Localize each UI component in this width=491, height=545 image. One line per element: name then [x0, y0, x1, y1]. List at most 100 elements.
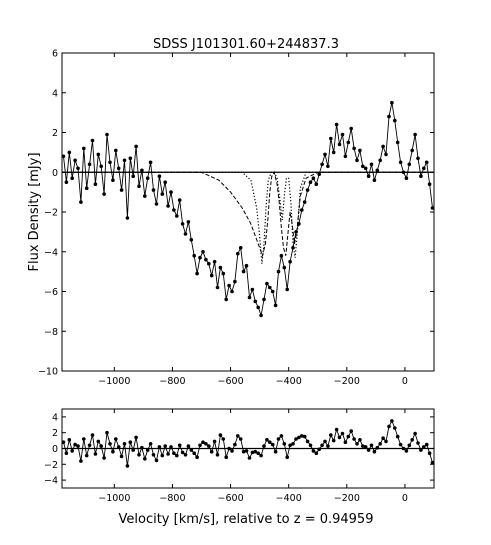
data-point — [375, 168, 380, 173]
data-point — [204, 257, 208, 262]
top-panel: −1000 −800 −600 −400 −200 0 −10 −8 −6 −4 −2 0 2 4 6 — [38, 49, 435, 387]
data-point — [273, 303, 278, 308]
data-point — [361, 444, 365, 448]
data-point — [209, 273, 214, 278]
series-line-dotted — [62, 171, 434, 264]
data-point — [294, 437, 298, 441]
data-point — [250, 287, 255, 292]
data-point — [265, 281, 269, 286]
data-point — [427, 182, 432, 186]
y-tick-label: 0 — [52, 444, 58, 455]
data-point — [114, 437, 118, 441]
data-point — [410, 438, 415, 442]
data-point — [119, 188, 124, 192]
data-point — [224, 297, 228, 302]
y-tick-label: −10 — [38, 367, 58, 378]
data-point — [73, 442, 77, 447]
data-point — [340, 132, 345, 137]
data-point — [221, 437, 226, 441]
data-point — [125, 464, 130, 468]
series-line-dashed — [62, 171, 434, 258]
data-point — [302, 200, 307, 204]
data-point — [326, 164, 330, 169]
data-point — [259, 453, 263, 458]
data-point — [76, 444, 80, 448]
data-point — [390, 419, 394, 423]
data-point — [70, 176, 74, 180]
data-point — [291, 442, 295, 446]
data-point — [361, 164, 365, 169]
data-point — [70, 449, 74, 453]
data-point — [358, 438, 362, 442]
data-point — [384, 152, 388, 157]
data-point — [90, 138, 95, 143]
data-point — [308, 443, 313, 448]
data-point — [422, 166, 426, 171]
data-point — [82, 146, 86, 151]
data-point — [419, 448, 423, 452]
data-point — [87, 443, 92, 448]
data-point — [244, 449, 249, 453]
data-point — [326, 444, 330, 448]
data-point — [154, 202, 159, 206]
data-point — [413, 132, 417, 137]
y-tick-label: −4 — [44, 247, 58, 258]
data-point — [352, 146, 356, 151]
data-point — [285, 455, 290, 460]
data-point — [119, 454, 124, 459]
data-point — [279, 253, 284, 258]
data-point — [395, 140, 400, 145]
data-point — [163, 444, 167, 448]
data-point — [323, 439, 327, 444]
data-point — [395, 434, 400, 439]
data-point — [227, 283, 231, 288]
data-point — [163, 180, 167, 184]
y-axis-label: Flux Density [mJy] — [27, 152, 42, 271]
data-point — [116, 166, 121, 171]
data-point — [363, 166, 368, 171]
data-point — [67, 438, 72, 442]
data-point — [84, 453, 89, 458]
data-point — [393, 426, 397, 430]
data-point — [128, 156, 133, 161]
data-point — [73, 158, 77, 163]
data-point — [375, 445, 380, 450]
y-tick-label: 4 — [52, 88, 58, 99]
data-point — [183, 453, 188, 457]
data-point — [259, 313, 263, 318]
data-point — [186, 220, 191, 224]
data-point — [320, 443, 324, 448]
data-point — [268, 440, 272, 445]
data-point — [387, 114, 391, 119]
data-point — [337, 435, 342, 440]
data-point — [300, 208, 304, 212]
data-point — [148, 442, 153, 446]
data-point — [137, 184, 141, 188]
data-point — [169, 190, 173, 194]
data-point — [268, 285, 272, 290]
data-point — [198, 255, 202, 260]
data-point — [180, 450, 185, 455]
data-point — [224, 455, 228, 460]
data-point — [233, 279, 237, 284]
data-point — [122, 158, 127, 163]
data-point — [99, 444, 103, 448]
data-point — [404, 449, 409, 453]
data-point — [352, 437, 356, 441]
data-point — [93, 182, 98, 186]
data-point — [143, 194, 147, 198]
data-point — [148, 160, 153, 165]
data-point — [111, 178, 115, 182]
y-tick-label: −6 — [44, 287, 58, 298]
data-point — [238, 246, 243, 250]
data-point — [279, 434, 284, 438]
data-point — [424, 442, 429, 447]
data-point — [177, 443, 182, 448]
data-point — [270, 289, 275, 294]
data-point — [282, 265, 287, 270]
data-point — [230, 289, 234, 294]
y-tick-label: 0 — [52, 168, 58, 179]
data-point — [363, 445, 368, 449]
data-point — [215, 285, 220, 290]
data-point — [183, 232, 188, 236]
